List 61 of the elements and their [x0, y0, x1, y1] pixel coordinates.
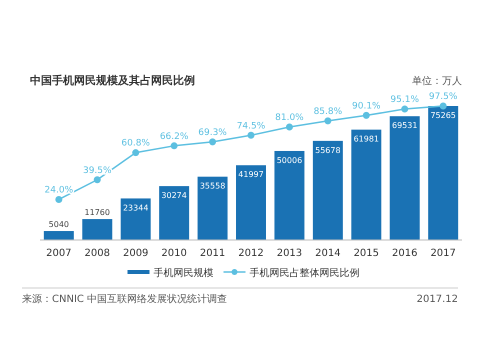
x-tick-label: 2013 — [276, 248, 302, 259]
bar — [159, 186, 190, 240]
bar — [428, 106, 458, 240]
x-tick-label: 2009 — [122, 248, 148, 259]
x-tick-label: 2016 — [392, 248, 418, 259]
data-label: 97.5% — [428, 92, 458, 102]
data-label: 81.0% — [275, 112, 304, 123]
bar — [312, 140, 343, 240]
bar — [351, 130, 382, 240]
point — [286, 123, 293, 130]
data-label: 60.8% — [121, 138, 150, 149]
data-label: 39.5% — [82, 166, 112, 176]
data-label: 90.1% — [352, 101, 382, 112]
data-label: 50006 — [276, 156, 302, 165]
data-label: 85.8% — [314, 106, 343, 117]
legend-label: 手机网民规模 — [154, 267, 214, 279]
chart-title: 中国手机网民规模及其占网民比例 — [30, 74, 195, 87]
source-note: 来源：CNNIC 中国互联网络发展状况统计调查 — [22, 293, 228, 305]
point — [132, 149, 140, 156]
data-label: 23344 — [122, 203, 148, 212]
bar — [44, 231, 74, 240]
data-label: 5040 — [48, 220, 70, 230]
point — [170, 142, 178, 150]
x-tick-label: 2012 — [238, 248, 264, 259]
legend-label: 手机网民占整体网民比例 — [250, 267, 360, 279]
x-tick-label: 2008 — [84, 248, 110, 259]
x-tick-label: 2007 — [46, 248, 72, 259]
x-tick-label: 2014 — [315, 248, 341, 259]
text: 单位：万人 — [412, 75, 462, 87]
data-label: 75265 — [430, 111, 456, 120]
data-label: 69531 — [392, 121, 418, 130]
data-label: 61981 — [354, 134, 380, 144]
data-label: 69.3% — [198, 128, 228, 138]
data-label: 30274 — [161, 191, 187, 200]
point — [401, 106, 408, 113]
data-label: 95.1% — [390, 95, 420, 106]
x-tick-label: 2010 — [161, 248, 187, 259]
bar — [236, 165, 266, 240]
point — [248, 132, 254, 139]
point — [209, 138, 216, 146]
x-tick-label: 2017 — [430, 248, 456, 259]
point — [94, 176, 101, 184]
data-label: 11760 — [84, 208, 110, 218]
bar — [198, 176, 228, 240]
data-label: 55678 — [315, 146, 341, 155]
data-label: 24.0% — [44, 185, 74, 196]
point — [324, 117, 332, 124]
x-tick-label: 2015 — [354, 248, 380, 259]
x-tick-label: 2011 — [200, 248, 226, 259]
text: 2017.12 — [416, 294, 458, 305]
bar — [82, 219, 112, 240]
data-label: 35558 — [200, 182, 226, 191]
point — [362, 112, 370, 119]
data-label: 66.2% — [160, 132, 189, 142]
data-label: 41997 — [238, 170, 264, 180]
bar — [274, 150, 304, 240]
data-label: 74.5% — [236, 121, 266, 132]
point — [55, 196, 62, 203]
point — [440, 102, 447, 110]
bar — [120, 198, 151, 240]
bar — [390, 116, 420, 240]
